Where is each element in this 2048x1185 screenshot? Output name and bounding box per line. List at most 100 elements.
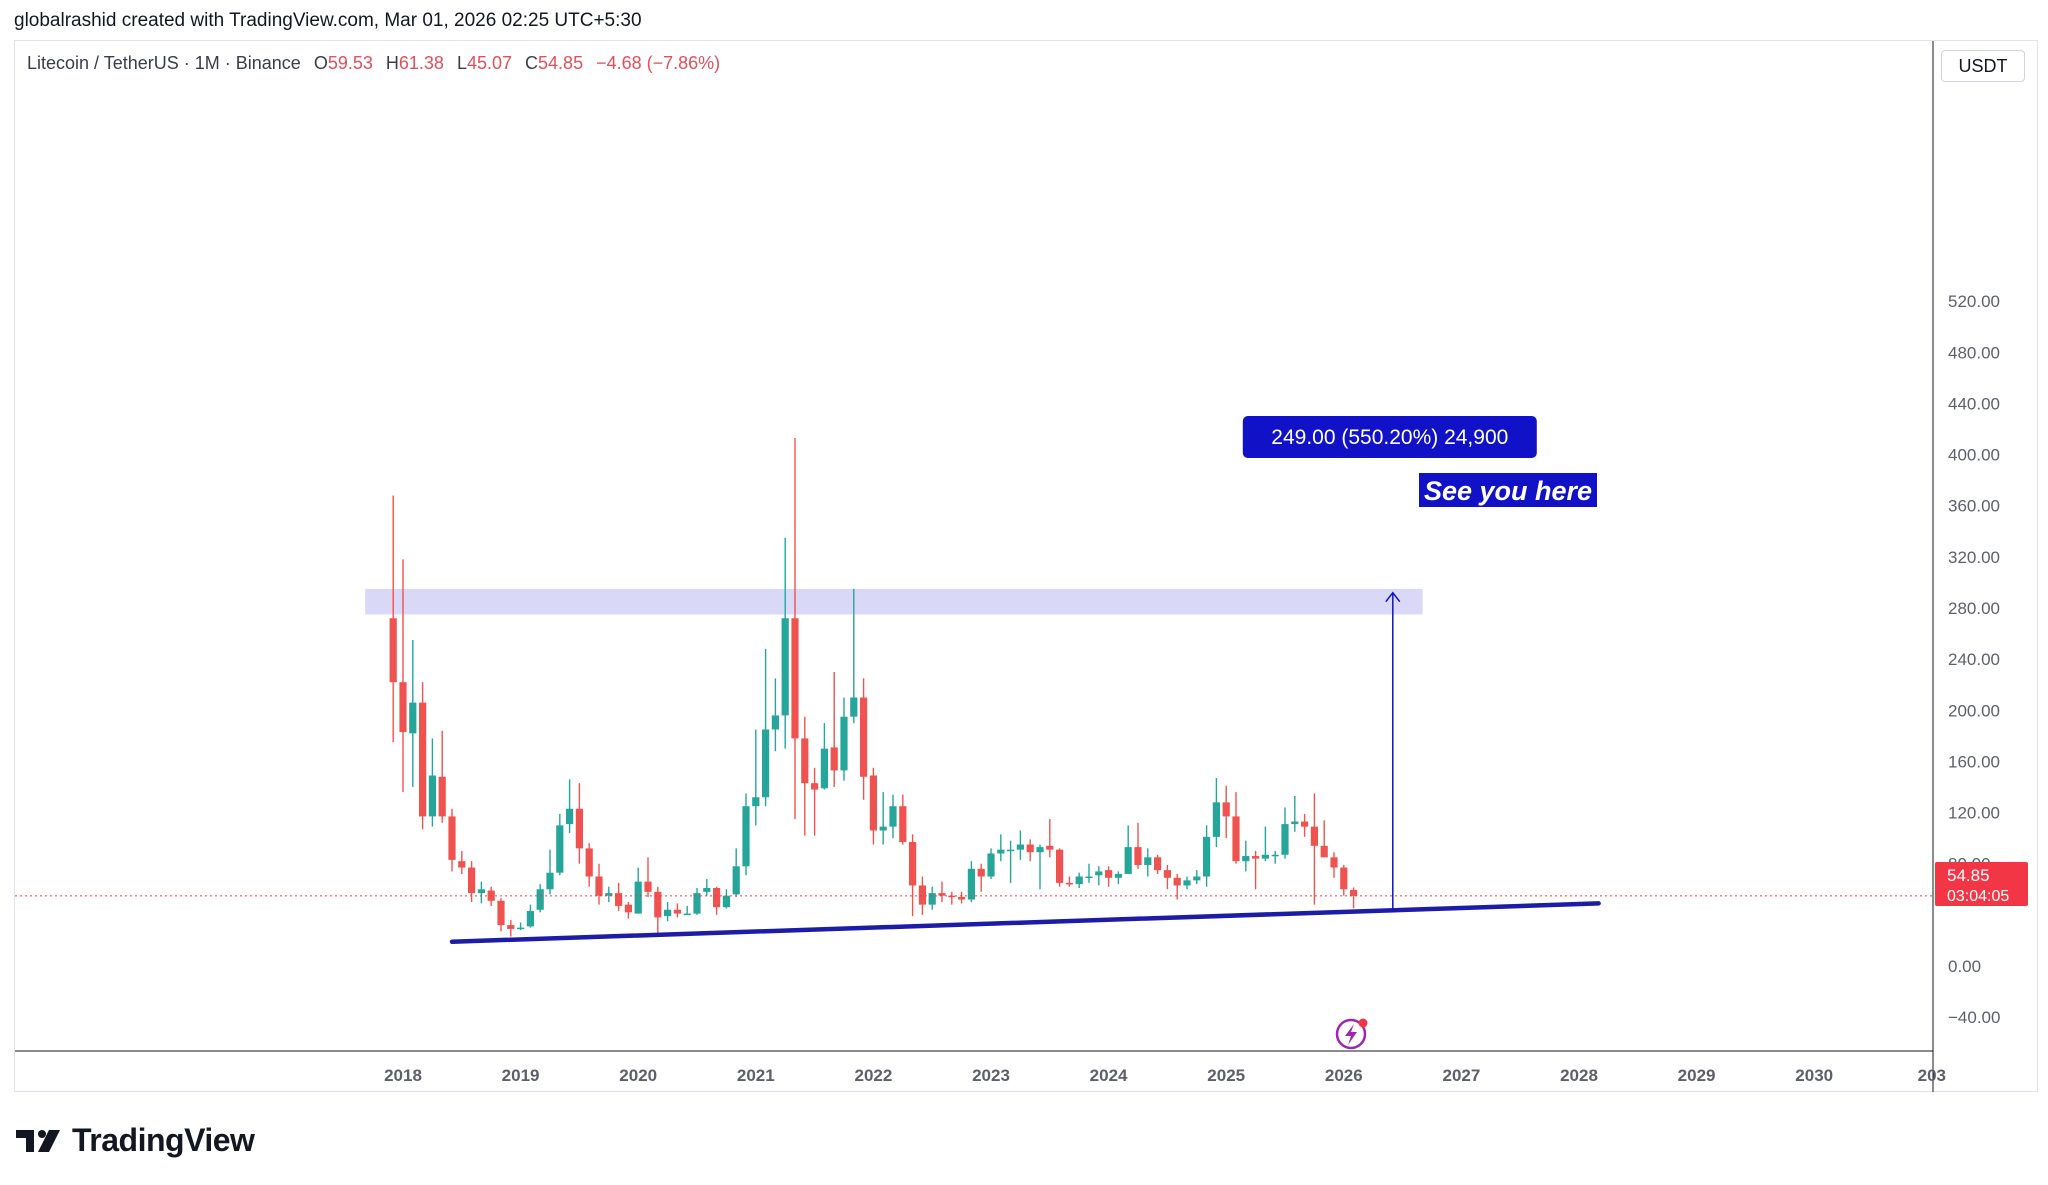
candle[interactable] [762, 648, 770, 807]
candle[interactable] [958, 891, 966, 904]
candle[interactable] [595, 863, 603, 905]
candle[interactable] [791, 437, 799, 819]
candle[interactable] [1340, 864, 1348, 896]
candle[interactable] [448, 808, 456, 872]
candle[interactable] [899, 794, 907, 845]
candle[interactable] [840, 697, 848, 781]
candle[interactable] [546, 849, 554, 895]
candle[interactable] [1242, 840, 1250, 872]
candle[interactable] [948, 891, 956, 905]
candle[interactable] [732, 848, 740, 897]
candle[interactable] [781, 537, 789, 749]
candle[interactable] [1163, 864, 1171, 890]
candle[interactable] [820, 723, 828, 790]
candlestick-chart[interactable]: 249.00 (550.20%) 24,900 See you here 520.… [0, 0, 2048, 1120]
candle[interactable] [811, 767, 819, 836]
candle[interactable] [1036, 844, 1044, 890]
candle[interactable] [1075, 872, 1083, 889]
candle[interactable] [967, 861, 975, 903]
see-you-here-annotation[interactable]: See you here [1419, 473, 1597, 507]
candle[interactable] [1007, 840, 1015, 883]
measure-label[interactable]: 249.00 (550.20%) 24,900 [1242, 416, 1537, 458]
candle[interactable] [585, 843, 593, 887]
candle[interactable] [1252, 850, 1260, 890]
candle[interactable] [458, 850, 466, 874]
candle[interactable] [409, 639, 417, 788]
candle[interactable] [399, 559, 407, 793]
candle[interactable] [517, 922, 525, 931]
candle[interactable] [556, 813, 564, 876]
candle[interactable] [1320, 820, 1328, 858]
candle[interactable] [507, 919, 515, 937]
candle[interactable] [497, 898, 505, 932]
candle[interactable] [1114, 871, 1122, 885]
candle[interactable] [624, 902, 632, 919]
last-price-tag[interactable]: 54.85 03:04:05 [1935, 862, 2028, 906]
candle[interactable] [1261, 826, 1269, 862]
candle[interactable] [1281, 807, 1289, 859]
candle[interactable] [1124, 825, 1132, 874]
candle[interactable] [1222, 785, 1230, 839]
candle[interactable] [909, 834, 917, 917]
candle[interactable] [615, 882, 623, 912]
candle[interactable] [879, 792, 887, 845]
resistance-zone[interactable] [365, 588, 1423, 615]
candle[interactable] [801, 716, 809, 836]
candle[interactable] [889, 794, 897, 839]
candle[interactable] [997, 834, 1005, 862]
candle[interactable] [536, 884, 544, 913]
tradingview-logo[interactable]: TradingView [16, 1122, 255, 1159]
candle[interactable] [722, 889, 730, 909]
candle[interactable] [928, 886, 936, 910]
candle[interactable] [664, 902, 672, 922]
candle[interactable] [1291, 795, 1299, 832]
candle[interactable] [1271, 850, 1279, 864]
candle[interactable] [468, 861, 476, 903]
candle[interactable] [850, 588, 858, 724]
candle[interactable] [1232, 792, 1240, 864]
candle[interactable] [1065, 876, 1073, 887]
candle[interactable] [987, 848, 995, 880]
candle[interactable] [1105, 866, 1113, 887]
candle[interactable] [703, 879, 711, 896]
candle[interactable] [673, 903, 681, 918]
support-trendline[interactable] [449, 901, 1601, 944]
candle[interactable] [1330, 852, 1338, 878]
candle[interactable] [1026, 839, 1034, 862]
candle[interactable] [389, 495, 397, 743]
candle[interactable] [654, 886, 662, 937]
candle[interactable] [1056, 848, 1064, 887]
candle[interactable] [1095, 866, 1103, 886]
candle[interactable] [1016, 830, 1024, 860]
candle[interactable] [566, 779, 574, 834]
candle[interactable] [438, 730, 446, 823]
candle[interactable] [1144, 848, 1152, 877]
candle[interactable] [428, 738, 436, 827]
candle[interactable] [634, 867, 642, 914]
candle[interactable] [693, 888, 701, 915]
symbol-name[interactable]: Litecoin / TetherUS · 1M · Binance [27, 53, 301, 73]
candle[interactable] [1203, 825, 1211, 887]
candle[interactable] [869, 767, 877, 845]
candle[interactable] [1134, 822, 1142, 869]
currency-selector[interactable]: USDT [1941, 50, 2025, 82]
candle[interactable] [644, 857, 652, 897]
candle[interactable] [742, 793, 750, 876]
candle[interactable] [1085, 863, 1093, 883]
candle[interactable] [938, 881, 946, 903]
candle[interactable] [683, 905, 691, 916]
candle[interactable] [1301, 813, 1309, 837]
candle[interactable] [752, 729, 760, 826]
candle[interactable] [1173, 873, 1181, 900]
candle[interactable] [860, 678, 868, 800]
candle[interactable] [477, 881, 485, 904]
candle[interactable] [575, 783, 583, 864]
candle[interactable] [419, 682, 427, 830]
candle[interactable] [1212, 778, 1220, 848]
candle[interactable] [713, 886, 721, 915]
candle[interactable] [1350, 887, 1358, 909]
candle[interactable] [1183, 876, 1191, 890]
lightning-icon[interactable] [1335, 1018, 1368, 1050]
candle[interactable] [1046, 818, 1054, 858]
candle[interactable] [1310, 793, 1318, 905]
